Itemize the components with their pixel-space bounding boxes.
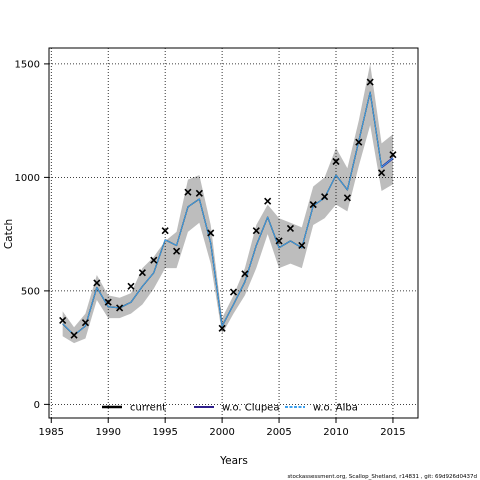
observed-point <box>286 224 295 233</box>
observed-point <box>93 279 101 287</box>
confidence-band <box>62 63 393 344</box>
series-layer <box>62 91 394 336</box>
observed-point <box>264 197 272 205</box>
y-tick-label: 0 <box>34 400 40 411</box>
legend: current w.o. Clupea w.o. Alba <box>102 403 358 414</box>
observed-point <box>389 151 397 159</box>
legend-label: current <box>130 403 166 414</box>
observed-point <box>366 78 374 86</box>
observed-point <box>195 189 203 197</box>
observed-point <box>332 157 340 166</box>
x-tick-label: 1995 <box>152 427 177 438</box>
observed-point <box>298 241 306 250</box>
x-tick-label: 2015 <box>380 427 405 438</box>
observed-point <box>172 247 181 255</box>
legend-item: w.o. Alba <box>285 403 358 414</box>
observed-point <box>229 288 238 296</box>
observed-point <box>138 269 146 277</box>
x-tick-label: 1985 <box>39 427 64 438</box>
plot-frame <box>48 47 419 419</box>
observed-point <box>127 282 135 290</box>
y-tick-label: 500 <box>21 286 40 297</box>
observed-point <box>184 188 192 196</box>
observed-point <box>275 237 283 245</box>
observed-point <box>343 194 351 202</box>
x-tick-label: 2000 <box>209 427 234 438</box>
y-axis-title: Catch <box>3 219 15 249</box>
footer-credit: stockassessment.org, Scallop_Shetland, r… <box>287 474 477 480</box>
observed-point <box>150 256 158 264</box>
observed-point <box>241 270 249 278</box>
legend-label: w.o. Clupea <box>222 403 279 414</box>
observed-point <box>59 316 67 324</box>
observed-point <box>218 324 226 332</box>
legend-item: current <box>102 403 166 414</box>
observed-point <box>70 331 78 339</box>
legend-item: w.o. Clupea <box>194 403 279 414</box>
observed-point <box>104 298 112 306</box>
x-axis-title: Years <box>219 455 248 467</box>
observed-point <box>252 227 260 235</box>
legend-label: w.o. Alba <box>313 403 358 414</box>
observed-point <box>161 227 169 235</box>
series-line-w-o-alba <box>62 91 394 336</box>
axis-layer: 1985 1990 1995 2000 2005 2010 2015 0 500 1000 1500 <box>15 59 406 438</box>
y-tick-label: 1500 <box>15 59 40 70</box>
observed-point <box>355 138 363 146</box>
observed-point <box>81 319 90 327</box>
observed-point <box>321 193 329 201</box>
observed-point <box>377 169 386 177</box>
y-tick-label: 1000 <box>15 173 40 184</box>
observed-point <box>309 201 317 209</box>
observed-point <box>116 304 124 312</box>
x-tick-label: 2005 <box>266 427 291 438</box>
x-tick-label: 1990 <box>95 427 120 438</box>
confidence-band-layer <box>62 63 393 344</box>
observed-markers-layer <box>59 78 397 339</box>
x-tick-label: 2010 <box>323 427 348 438</box>
observed-point <box>207 229 215 237</box>
